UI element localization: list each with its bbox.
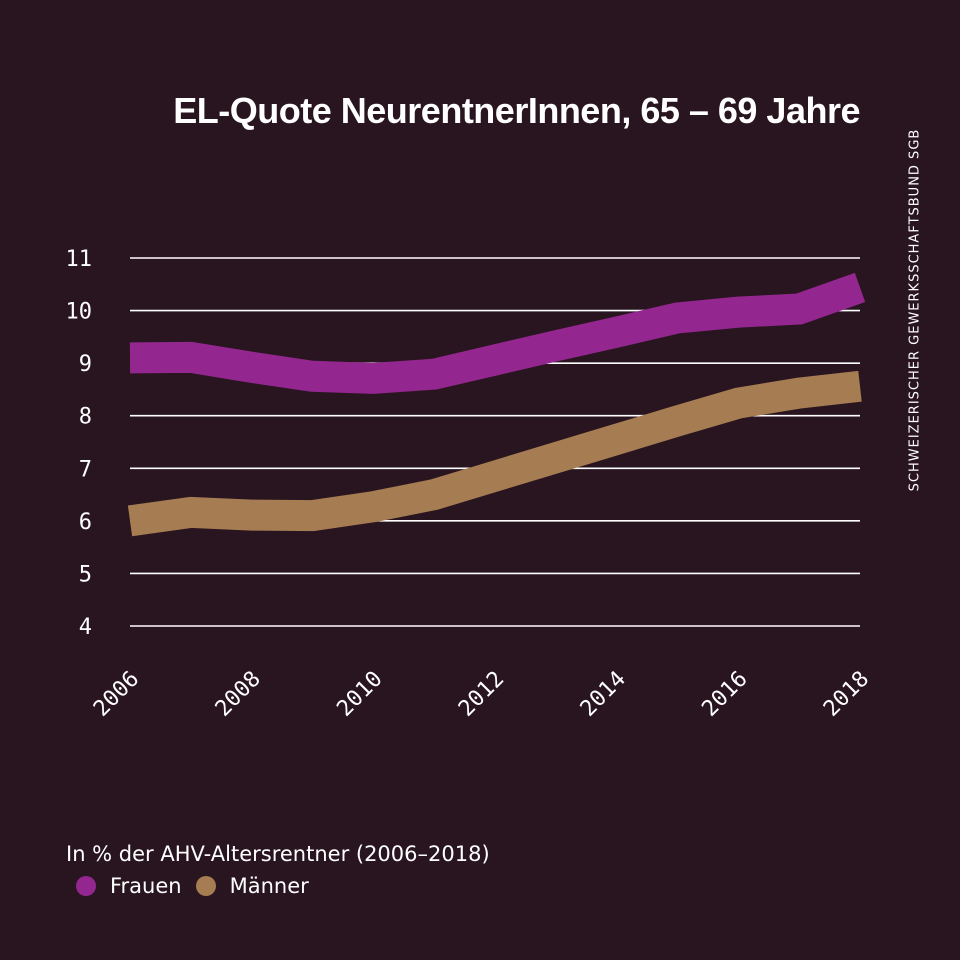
x-tick-label: 2006 xyxy=(89,667,144,722)
x-tick-label: 2010 xyxy=(332,667,387,722)
legend-item-frauen: Frauen xyxy=(76,874,182,898)
y-tick-label: 9 xyxy=(79,352,92,377)
x-tick-label: 2012 xyxy=(454,667,509,722)
y-tick-label: 7 xyxy=(79,457,92,482)
series-lines xyxy=(127,272,866,537)
x-tick-label: 2018 xyxy=(819,667,874,722)
legend-swatch-frauen xyxy=(76,876,96,896)
legend-label-maenner: Männer xyxy=(229,874,309,898)
legend-swatch-maenner xyxy=(195,876,216,896)
x-tick-label: 2008 xyxy=(211,667,266,722)
y-tick-label: 4 xyxy=(79,615,92,640)
x-tick-label: 2016 xyxy=(697,667,752,722)
y-tick-label: 6 xyxy=(79,510,92,535)
series-line-frauen xyxy=(129,272,866,394)
y-tick-label: 5 xyxy=(79,562,92,587)
legend-note: In % der AHV-Altersrentner (2006–2018) xyxy=(66,842,490,866)
legend-item-maenner: Männer xyxy=(195,874,309,898)
x-axis-labels: 2006 2008 2010 2012 2014 2016 2018 xyxy=(89,667,874,722)
legend: Frauen Männer xyxy=(76,874,323,898)
y-axis-labels: 4 5 6 7 8 9 10 11 xyxy=(66,247,93,640)
series-line-maenner xyxy=(127,370,862,537)
y-tick-label: 10 xyxy=(66,300,93,325)
chart-title: EL-Quote NeurentnerInnen, 65 – 69 Jahre xyxy=(173,90,860,131)
publisher-credit: SCHWEIZERISCHER GEWERKSSCHAFTSBUND SGB xyxy=(907,128,923,492)
y-tick-label: 8 xyxy=(79,405,92,430)
legend-label-frauen: Frauen xyxy=(110,874,182,898)
x-tick-label: 2014 xyxy=(576,667,631,722)
y-tick-label: 11 xyxy=(66,247,93,272)
